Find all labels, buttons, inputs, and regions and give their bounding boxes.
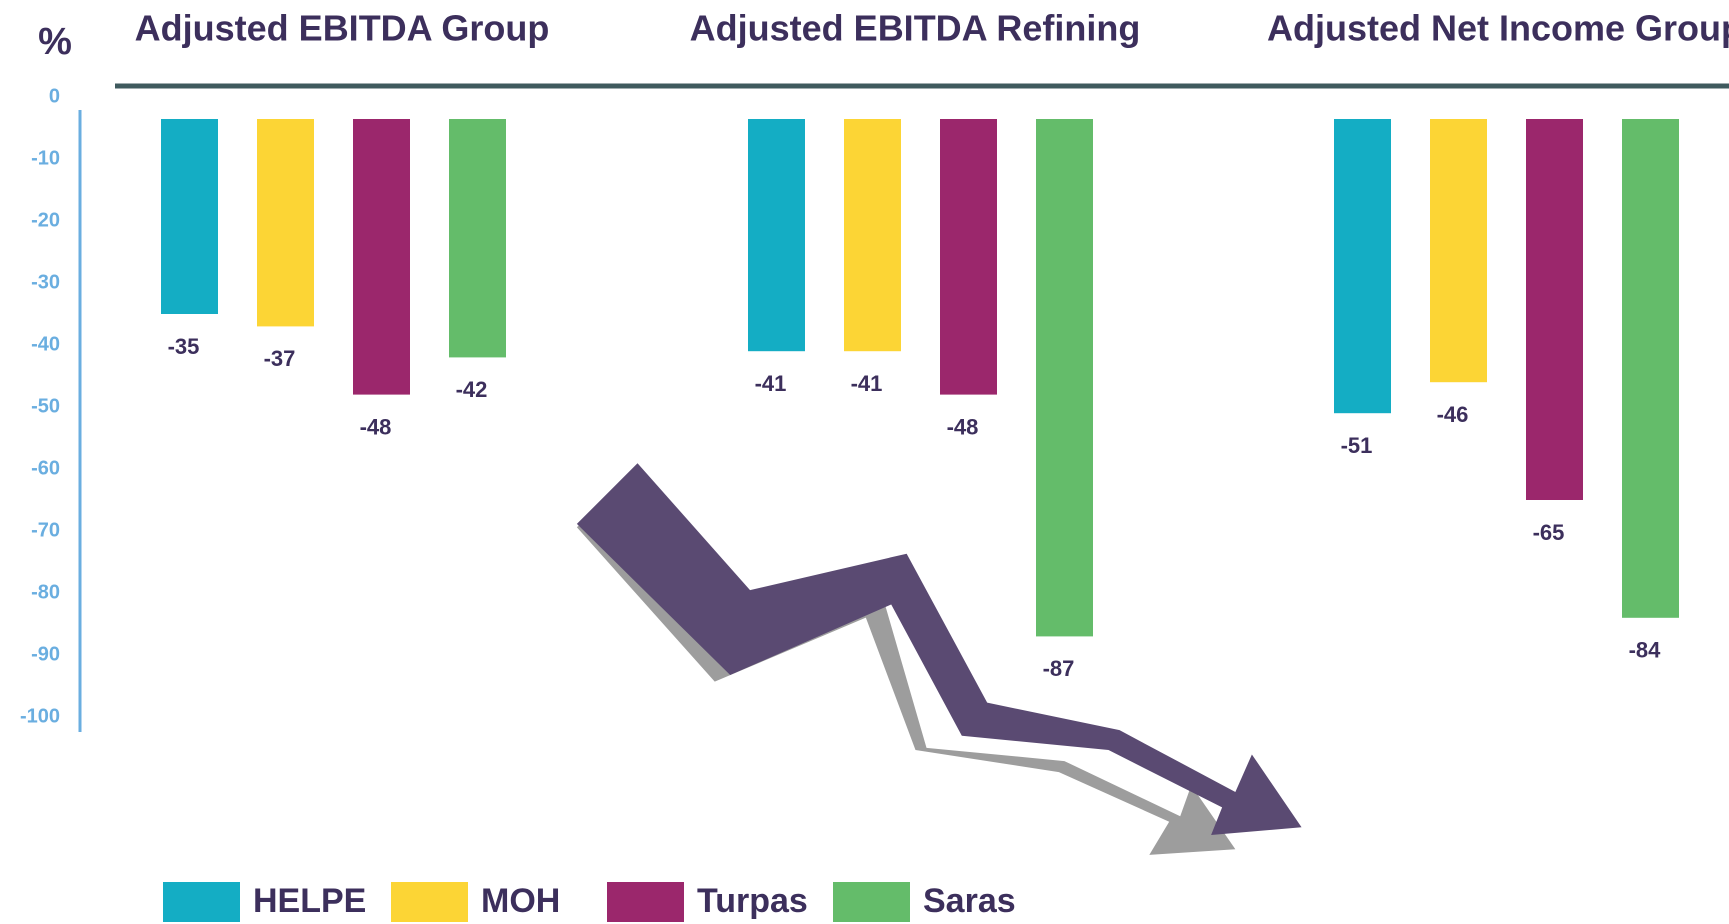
bar (844, 119, 901, 352)
y-tick-label: -30 (31, 271, 60, 293)
legend-swatch (607, 882, 684, 922)
group-title: Adjusted EBITDA Group (135, 8, 550, 49)
value-label: -37 (264, 346, 296, 371)
y-tick-label: -90 (31, 643, 60, 665)
value-label: -46 (1437, 402, 1469, 427)
bar (1430, 119, 1487, 383)
bar (1526, 119, 1583, 500)
y-tick-label: -80 (31, 581, 60, 603)
legend-label: HELPE (253, 882, 366, 920)
arrow-decoration (576, 463, 1302, 855)
value-label: -42 (456, 377, 488, 402)
legend-swatch (391, 882, 468, 922)
y-tick-label: -70 (31, 519, 60, 541)
y-tick-label: -100 (20, 705, 60, 727)
value-label: -41 (851, 371, 883, 396)
y-tick-label: -50 (31, 395, 60, 417)
legend-swatch (833, 882, 910, 922)
bar (1036, 119, 1093, 637)
value-label: -35 (168, 334, 200, 359)
legend-label: Saras (923, 882, 1016, 920)
value-label: -87 (1043, 656, 1075, 681)
value-label: -65 (1533, 520, 1565, 545)
legend-label: MOH (481, 882, 560, 920)
value-label: -51 (1341, 433, 1373, 458)
group-title: Adjusted Net Income Group (1267, 8, 1729, 49)
y-tick-label: -40 (31, 333, 60, 355)
y-tick-label: -20 (31, 209, 60, 231)
y-tick-label: 0 (49, 85, 60, 107)
bar (1622, 119, 1679, 618)
bar (161, 119, 218, 314)
y-axis-label: % (38, 21, 72, 63)
bar (940, 119, 997, 395)
value-label: -48 (947, 414, 979, 439)
value-label: -84 (1629, 638, 1662, 663)
y-tick-label: -60 (31, 457, 60, 479)
bar (449, 119, 506, 358)
value-label: -48 (360, 414, 392, 439)
bar (1334, 119, 1391, 414)
legend-label: Turpas (697, 882, 808, 920)
bar (748, 119, 805, 352)
value-label: -41 (755, 371, 787, 396)
legend-swatch (163, 882, 240, 922)
group-title: Adjusted EBITDA Refining (690, 8, 1141, 49)
bar (353, 119, 410, 395)
arrow (576, 463, 1302, 835)
bar (257, 119, 314, 327)
y-tick-label: -10 (31, 147, 60, 169)
